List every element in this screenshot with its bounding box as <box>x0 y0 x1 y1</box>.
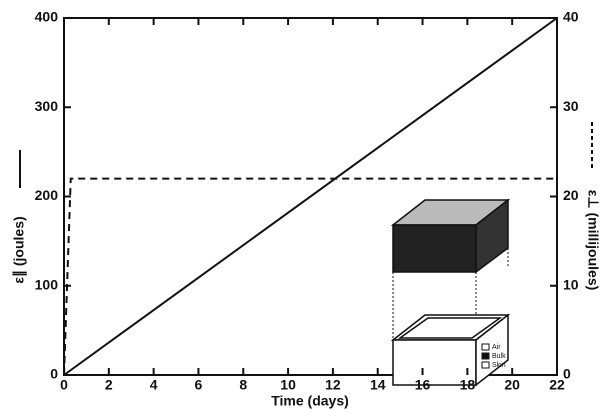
y-tick-label: 0 <box>50 366 58 382</box>
x-axis-label: Time (days) <box>271 393 349 409</box>
y2-axis-label: ε⊥ (millijoules) <box>585 190 601 291</box>
y2-tick-label: 30 <box>563 98 579 114</box>
x-tick-label: 18 <box>460 377 476 393</box>
x-tick-label: 20 <box>504 377 520 393</box>
x-tick-label: 4 <box>150 377 158 393</box>
inset-diagram <box>393 200 508 385</box>
x-tick-label: 14 <box>370 377 386 393</box>
x-tick-label: 0 <box>60 377 68 393</box>
chart: Time (days) ε∥ (joules) ε⊥ (millijoules)… <box>0 0 611 410</box>
inset-legend-label: Skin <box>492 362 506 369</box>
y2-tick-label: 0 <box>563 366 571 382</box>
y2-tick-label: 40 <box>563 9 579 25</box>
y-tick-label: 100 <box>35 276 59 292</box>
y-axis-title: ε∥ (joules) <box>11 150 28 284</box>
inset-legend-label: Bulk <box>492 353 506 360</box>
y-tick-label: 200 <box>35 187 59 203</box>
x-tick-label: 2 <box>105 377 113 393</box>
bulk-front <box>393 225 476 272</box>
y2-axis-title: ε⊥ (millijoules) <box>585 122 601 290</box>
x-tick-label: 8 <box>239 377 247 393</box>
y-tick-label: 300 <box>35 98 59 114</box>
key-skin <box>482 362 489 368</box>
y2-tick-label: 20 <box>563 187 579 203</box>
y-axis-label: ε∥ (joules) <box>11 216 28 283</box>
y-tick-label: 400 <box>35 9 59 25</box>
x-tick-label: 10 <box>280 377 296 393</box>
y2-tick-label: 10 <box>563 276 579 292</box>
key-air <box>482 344 489 350</box>
inset-legend-label: Air <box>492 344 501 351</box>
x-tick-label: 16 <box>415 377 431 393</box>
x-tick-label: 12 <box>325 377 341 393</box>
key-bulk <box>482 353 489 359</box>
x-tick-label: 6 <box>195 377 203 393</box>
